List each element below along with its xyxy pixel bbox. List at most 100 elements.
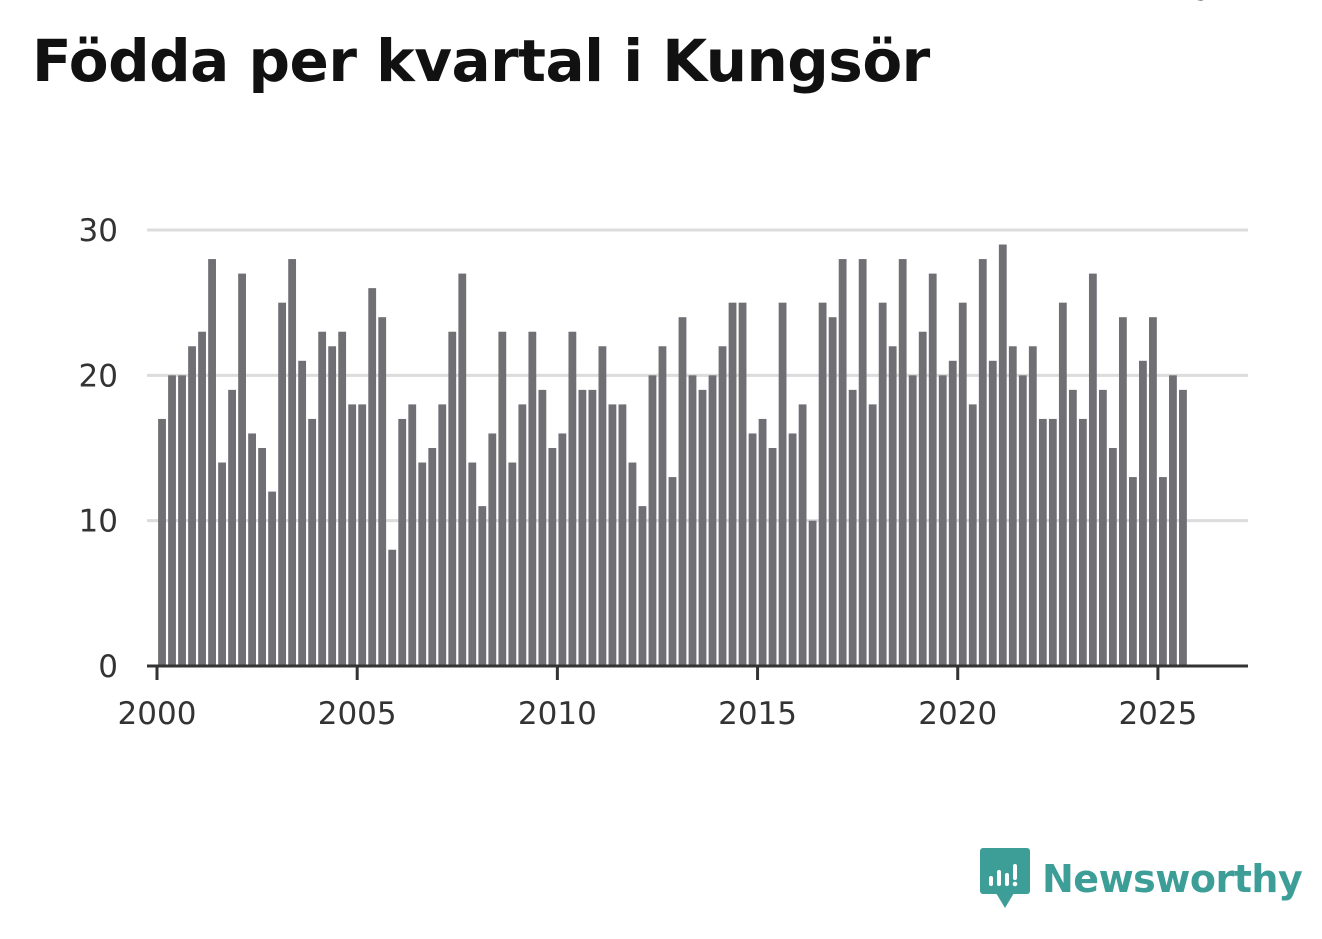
- x-tick-label: 2005: [318, 696, 397, 732]
- bar: [1159, 477, 1167, 666]
- bar: [398, 418, 407, 666]
- x-tick-label: 2015: [718, 696, 797, 732]
- bar: [438, 404, 447, 666]
- bar: [648, 375, 657, 666]
- bar: [478, 506, 487, 666]
- bar: [768, 448, 777, 666]
- bar: [1149, 317, 1157, 666]
- bar: [678, 317, 687, 666]
- bar: [928, 273, 937, 666]
- x-tick-label: 2020: [918, 696, 997, 732]
- bar: [378, 317, 387, 666]
- bar: [568, 331, 577, 666]
- bar: [548, 448, 557, 666]
- bar: [188, 346, 196, 666]
- bar: [228, 389, 236, 666]
- bar: [1098, 389, 1107, 666]
- y-tick-label: 20: [79, 358, 118, 394]
- bar: [1128, 477, 1137, 666]
- bar: [288, 259, 297, 666]
- bar: [528, 331, 537, 666]
- x-tick-label: 2000: [118, 696, 197, 732]
- bar: [518, 404, 527, 666]
- bar: [968, 404, 977, 666]
- bar: [1118, 317, 1127, 666]
- bar: [388, 549, 397, 666]
- chart-title: Födda per kvartal i Kungsör: [32, 27, 930, 95]
- x-tick-label: 2010: [518, 696, 597, 732]
- bar: [698, 389, 707, 666]
- bar: [828, 317, 837, 666]
- bar: [508, 462, 517, 666]
- bar: [1179, 389, 1187, 666]
- bar: [1038, 418, 1047, 666]
- bar: [658, 346, 667, 666]
- axes: [147, 664, 1248, 680]
- bar: [298, 360, 307, 666]
- bar: [1108, 448, 1117, 666]
- bar: [1008, 346, 1017, 666]
- bar: [798, 404, 807, 666]
- y-tick-label: 30: [79, 213, 118, 249]
- bar: [708, 375, 717, 666]
- bar: [408, 404, 417, 666]
- bar: [158, 418, 166, 666]
- bar: [858, 259, 867, 666]
- newsworthy-logo-icon: [980, 848, 1030, 908]
- bar: [168, 375, 176, 666]
- bar: [578, 389, 587, 666]
- bars: [158, 244, 1187, 666]
- bar: [268, 491, 277, 666]
- bar: [918, 331, 927, 666]
- bar: [558, 433, 567, 666]
- bar: [958, 302, 967, 666]
- bar: [278, 302, 287, 666]
- bar: [948, 360, 957, 666]
- bar: [198, 331, 206, 666]
- bar: [758, 418, 767, 666]
- bar: [1078, 418, 1087, 666]
- bar: [238, 273, 246, 666]
- bar: [358, 404, 367, 666]
- bar: [488, 433, 497, 666]
- bar: [988, 360, 997, 666]
- bar: [218, 462, 226, 666]
- bar: [1088, 273, 1097, 666]
- bar: [368, 288, 377, 666]
- bar: [938, 375, 947, 666]
- x-tick-label: 2025: [1118, 696, 1197, 732]
- bar: [1139, 360, 1147, 666]
- bar: [688, 375, 697, 666]
- bar: [588, 389, 597, 666]
- bar: [728, 302, 737, 666]
- bar: [878, 302, 887, 666]
- brand-logo: Newsworthy: [980, 848, 1303, 910]
- bar: [808, 520, 817, 666]
- bar: [838, 259, 847, 666]
- bar: [348, 404, 357, 666]
- bar: [628, 462, 637, 666]
- bar: [1058, 302, 1067, 666]
- bar: [208, 259, 216, 666]
- bar: [328, 346, 337, 666]
- bar: [498, 331, 507, 666]
- bar: [338, 331, 347, 666]
- bar: [598, 346, 607, 666]
- bar: [248, 433, 256, 666]
- bar: [538, 389, 547, 666]
- bar: [618, 404, 627, 666]
- brand-name: Newsworthy: [1042, 857, 1303, 901]
- bar: [1169, 375, 1177, 666]
- bar: [1018, 375, 1027, 666]
- bar: [308, 418, 317, 666]
- bar: [738, 302, 747, 666]
- bar: [908, 375, 917, 666]
- highlight-value-label: 19: [1174, 0, 1212, 8]
- bar: [428, 448, 437, 666]
- bar: [888, 346, 897, 666]
- bar: [318, 331, 327, 666]
- bar: [1028, 346, 1037, 666]
- bar: [418, 462, 427, 666]
- bar: [458, 273, 467, 666]
